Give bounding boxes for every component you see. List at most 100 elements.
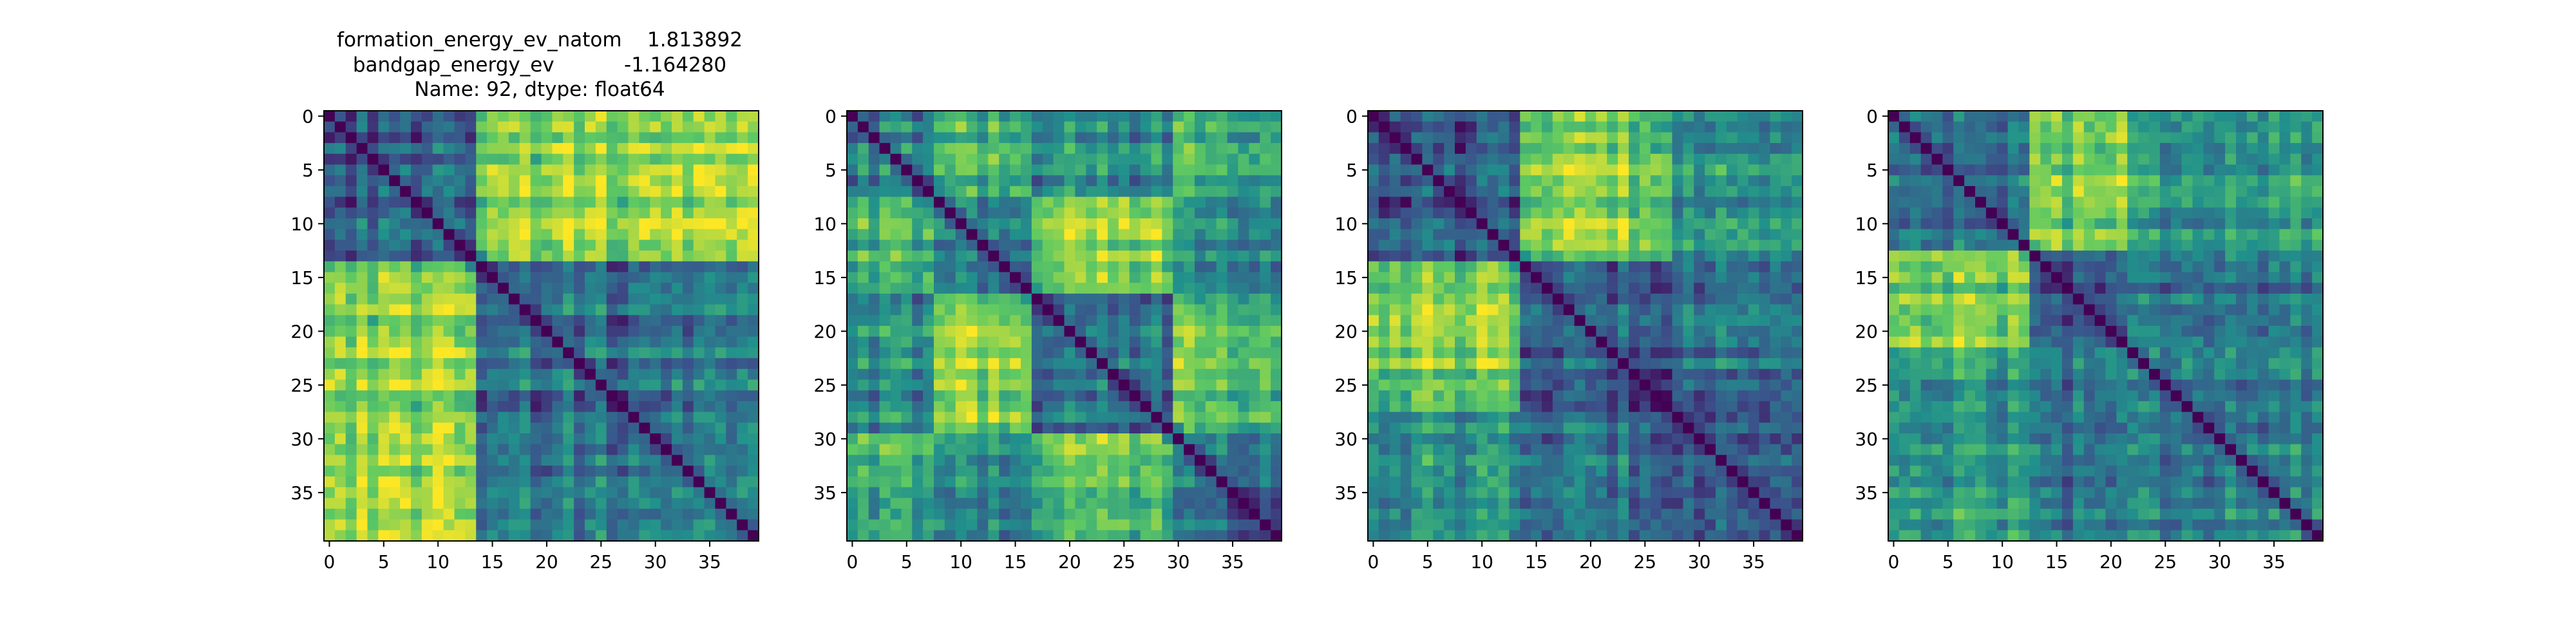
heatmap-cell — [345, 153, 357, 166]
heatmap-cell — [487, 304, 498, 316]
heatmap-cell — [552, 466, 564, 477]
heatmap-cell — [890, 196, 902, 208]
heatmap-cell — [1781, 261, 1792, 273]
heatmap-cell — [748, 196, 759, 208]
heatmap-cell — [1520, 347, 1531, 359]
heatmap-cell — [432, 143, 444, 155]
heatmap-cell — [955, 283, 967, 294]
heatmap-cell — [1271, 508, 1282, 520]
heatmap-cell — [1140, 304, 1152, 316]
heatmap-cell — [650, 185, 661, 198]
heatmap-cell — [400, 433, 412, 445]
x-tick-label: 20 — [535, 551, 558, 573]
heatmap-cell — [2170, 111, 2183, 122]
heatmap-cell — [1964, 111, 1976, 122]
heatmap-cell — [1726, 229, 1738, 240]
heatmap-cell — [356, 444, 368, 455]
heatmap-cell — [1184, 347, 1195, 359]
heatmap-cell — [1129, 261, 1141, 273]
heatmap-cell — [443, 111, 455, 122]
heatmap-cell — [1542, 358, 1553, 370]
heatmap-cell — [324, 304, 336, 316]
heatmap-cell — [1487, 229, 1499, 240]
heatmap-cell — [1661, 498, 1673, 509]
heatmap-cell — [1607, 218, 1618, 230]
heatmap-cell — [1173, 336, 1184, 348]
heatmap-cell — [868, 487, 880, 498]
heatmap-cell — [748, 283, 759, 294]
heatmap-cell — [748, 466, 759, 477]
heatmap-cell — [574, 487, 585, 498]
heatmap-cell — [1672, 164, 1683, 176]
heatmap-cell — [661, 164, 672, 176]
heatmap-cell — [1238, 412, 1249, 423]
heatmap-cell — [1498, 164, 1510, 176]
heatmap-cell — [400, 283, 412, 294]
heatmap-cell — [487, 207, 498, 219]
heatmap-cell — [541, 251, 553, 262]
heatmap-cell — [508, 164, 520, 176]
heatmap-cell — [1227, 111, 1239, 122]
heatmap-cell — [606, 132, 618, 144]
heatmap-cell — [1389, 132, 1401, 144]
heatmap-cell — [1086, 487, 1097, 498]
heatmap-cell — [432, 422, 444, 434]
heatmap-cell — [879, 315, 891, 327]
heatmap-cell — [912, 433, 923, 445]
heatmap-cell — [367, 196, 379, 208]
heatmap-cell — [1574, 121, 1586, 133]
heatmap-cell — [1694, 433, 1705, 445]
heatmap-cell — [1498, 153, 1510, 166]
heatmap-cell — [1238, 379, 1249, 391]
heatmap-cell — [487, 358, 498, 370]
heatmap-cell — [726, 358, 737, 370]
heatmap-cell — [1705, 229, 1716, 240]
heatmap-cell — [1173, 422, 1184, 434]
heatmap-cell — [1509, 508, 1520, 520]
heatmap-cell — [1271, 261, 1282, 273]
heatmap-cell — [890, 401, 902, 413]
heatmap-cell — [1574, 315, 1586, 327]
heatmap-cell — [1249, 293, 1260, 305]
heatmap-cell — [1031, 368, 1043, 381]
heatmap-cell — [1770, 336, 1781, 348]
heatmap-cell — [1368, 466, 1379, 477]
heatmap-cell — [1173, 283, 1184, 294]
heatmap-cell — [1444, 422, 1455, 434]
heatmap-cell — [334, 196, 346, 208]
heatmap-cell — [421, 455, 433, 466]
heatmap-cell — [1260, 196, 1271, 208]
heatmap-cell — [1433, 379, 1444, 391]
heatmap-cell — [1585, 293, 1596, 305]
heatmap-cell — [2159, 111, 2172, 122]
heatmap-cell — [356, 143, 368, 155]
heatmap-cell — [988, 379, 999, 391]
heatmap-cell — [1748, 519, 1760, 531]
heatmap-cell — [2225, 121, 2237, 133]
heatmap-cell — [1075, 422, 1086, 434]
heatmap-cell — [1542, 218, 1553, 230]
heatmap-cell — [454, 261, 466, 273]
heatmap-cell — [1162, 111, 1173, 122]
heatmap-cell — [1465, 476, 1477, 488]
heatmap-cell — [1368, 347, 1379, 359]
heatmap-cell — [988, 272, 999, 283]
heatmap-cell — [1162, 261, 1173, 273]
heatmap-cell — [465, 401, 477, 413]
heatmap-cell — [1552, 422, 1564, 434]
heatmap-cell — [857, 240, 869, 251]
heatmap-cell — [367, 358, 379, 370]
heatmap-cell — [1249, 218, 1260, 230]
heatmap-cell — [1389, 153, 1401, 166]
heatmap-cell — [693, 326, 705, 337]
heatmap-cell — [1162, 379, 1173, 391]
heatmap-cell — [552, 218, 564, 230]
heatmap-cell — [1705, 175, 1716, 187]
heatmap-cell — [661, 519, 672, 531]
heatmap-cell — [345, 218, 357, 230]
heatmap-cell — [1173, 207, 1184, 219]
heatmap-cell — [1184, 164, 1195, 176]
heatmap-cell — [574, 422, 585, 434]
heatmap-cell — [334, 132, 346, 144]
heatmap-cell — [1238, 175, 1249, 187]
